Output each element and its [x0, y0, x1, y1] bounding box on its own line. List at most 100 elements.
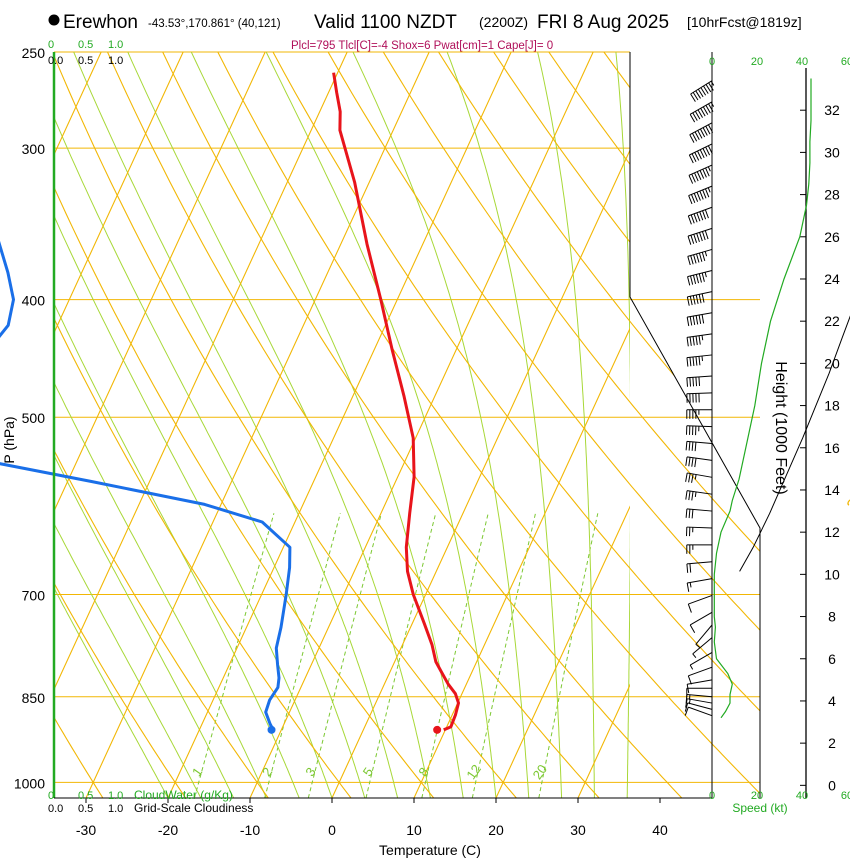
- wind-barb-half-flag: [688, 699, 691, 705]
- wind-barb-flag: [691, 509, 694, 519]
- valid-time: Valid 1100 NZDT: [314, 12, 457, 33]
- height-tick-label: 16: [824, 440, 840, 456]
- wind-barb-flag: [685, 508, 688, 518]
- wind-barb-flag: [687, 256, 691, 266]
- wind-barb-staff: [687, 291, 713, 298]
- wind-barb-flag: [692, 315, 696, 326]
- wind-barb-flag: [685, 441, 688, 451]
- profile-series: [0, 72, 850, 734]
- cloudiness-tick-bottom: 0.0: [48, 803, 63, 815]
- wind-barb-flag: [691, 457, 694, 467]
- dry-adiabat-line: [261, 52, 760, 798]
- wind-barb-flag: [695, 274, 700, 284]
- wind-barb: [684, 706, 713, 717]
- wind-barb-flag: [689, 275, 694, 285]
- dry-adiabat-line: [54, 52, 439, 798]
- wind-barb-flag: [698, 335, 701, 345]
- mixing-ratio-line: [421, 513, 489, 798]
- height-tick-label: 12: [824, 524, 840, 540]
- isotherms: [54, 52, 850, 798]
- wind-speed-tick-top: 40: [796, 56, 808, 68]
- x-tick-label: 40: [652, 822, 668, 838]
- pressure-tick-label: 500: [22, 410, 46, 426]
- pressure-tick-label: 850: [22, 690, 46, 706]
- wind-barb-staff: [686, 392, 713, 395]
- wind-barb: [686, 578, 713, 592]
- moist-adiabat-line: [265, 52, 497, 798]
- cloudwater-tick-bottom: 0.5: [78, 790, 93, 802]
- wind-barb-half-flag: [689, 582, 692, 588]
- cloudwater-tick-top: 0: [48, 39, 54, 51]
- valid-date: FRI 8 Aug 2025: [537, 12, 669, 33]
- wind-barb-flag: [699, 190, 704, 200]
- header: Erewhon -43.53°,170.861° (40,121) Valid …: [48, 12, 802, 52]
- moist-adiabat-line: [352, 52, 530, 798]
- wind-barb-flag: [695, 90, 701, 99]
- wind-speed-tick-bottom: 40: [796, 790, 808, 802]
- pressure-tick-label: 1000: [14, 775, 45, 791]
- temperature-profile-line: [332, 72, 460, 732]
- wind-barb-flag: [688, 473, 691, 483]
- wind-barb-flag: [701, 272, 705, 282]
- wind-speed-tick-bottom: 0: [709, 790, 715, 802]
- wind-barb-staff: [689, 611, 713, 626]
- wind-barb: [688, 143, 713, 164]
- wind-barb-flag: [689, 624, 696, 633]
- wind-barb: [687, 270, 713, 286]
- wind-barb-flag: [698, 252, 703, 262]
- wind-barb-staff: [692, 637, 713, 655]
- cloudiness-tick-top: 0.0: [48, 55, 63, 67]
- wind-barb-flag: [703, 85, 709, 94]
- cloudwater-tick-top: 1.0: [108, 39, 123, 51]
- wind-speed-axis-title: Speed (kt): [732, 801, 787, 815]
- wind-barb-flag: [690, 194, 696, 203]
- wind-barb-staff: [686, 694, 713, 698]
- wind-barb-flag: [686, 357, 689, 367]
- wind-barb-staff: [687, 270, 713, 278]
- wind-barb: [685, 490, 713, 501]
- wind-barb-staff: [687, 312, 713, 318]
- wind-barb-flag: [701, 293, 705, 303]
- dry-adiabat-label: 30: [843, 488, 850, 515]
- wind-barb: [687, 227, 713, 245]
- wind-barb-flag: [707, 124, 714, 133]
- dry-adiabat-line: [315, 52, 760, 798]
- wind-barb: [685, 456, 713, 468]
- wind-speed-tick-bottom: 20: [751, 790, 763, 802]
- moist-adiabat-line: [54, 586, 169, 798]
- wind-barb-flag: [694, 111, 701, 120]
- wind-barb-flag: [692, 92, 699, 101]
- isotherm-line: [660, 52, 850, 798]
- moist-adiabat-line: [54, 522, 202, 798]
- wind-barb-flag: [693, 213, 698, 223]
- wind-barb-half-flag: [694, 491, 697, 497]
- wind-barb-half-flag: [710, 80, 715, 86]
- x-tick-label: 20: [488, 822, 504, 838]
- pressure-tick-label: 300: [22, 141, 46, 157]
- mixing-ratio-line: [193, 513, 275, 798]
- wind-barb-flag: [699, 211, 704, 221]
- wind-barb-flag: [688, 457, 691, 467]
- height-tick-label: 4: [828, 693, 836, 709]
- wind-barb-flag: [686, 582, 690, 592]
- wind-barb-flag: [696, 212, 701, 222]
- wind-barb-flag: [691, 491, 694, 501]
- wind-barb-flag: [704, 188, 710, 198]
- wind-barb: [687, 666, 713, 685]
- isotherm-line: [249, 52, 594, 798]
- axes: [52, 52, 807, 803]
- wind-barb-flag: [698, 314, 702, 324]
- wind-barb: [686, 333, 713, 347]
- wind-barb-flag: [702, 168, 707, 178]
- wind-barb-flag: [688, 509, 691, 519]
- x-tick-label: -20: [158, 822, 178, 838]
- wind-speed-panel-right: [713, 78, 812, 719]
- height-tick-label: 30: [824, 144, 840, 160]
- wind-barb: [687, 206, 713, 225]
- wind-barb-flag: [685, 490, 688, 500]
- height-tick-label: 18: [824, 398, 840, 414]
- moist-adiabat-line: [54, 454, 235, 798]
- valid-utc: (2200Z): [479, 14, 528, 30]
- height-tick-label: 0: [828, 777, 836, 793]
